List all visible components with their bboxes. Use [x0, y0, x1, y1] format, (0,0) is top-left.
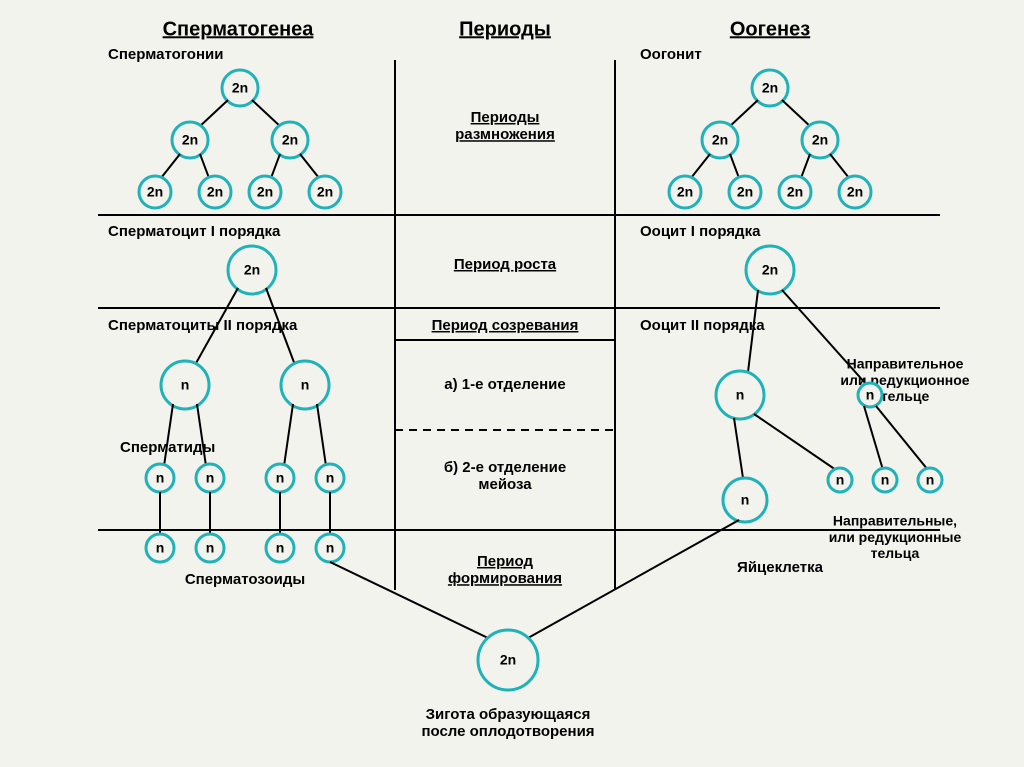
- svg-text:Сперматогонии: Сперматогонии: [108, 46, 223, 63]
- svg-text:б) 2-е отделение: б) 2-е отделение: [444, 459, 566, 476]
- svg-text:2n: 2n: [812, 132, 828, 148]
- svg-text:или редукционное: или редукционное: [840, 372, 969, 388]
- svg-text:Направительные,: Направительные,: [833, 513, 957, 529]
- svg-text:или редукционные: или редукционные: [829, 529, 962, 545]
- svg-text:n: n: [276, 540, 285, 556]
- svg-text:2n: 2n: [762, 80, 778, 96]
- svg-text:2n: 2n: [847, 184, 863, 200]
- svg-text:n: n: [276, 470, 285, 486]
- svg-text:2n: 2n: [762, 262, 778, 278]
- svg-text:Оогенез: Оогенез: [730, 18, 810, 40]
- svg-text:2n: 2n: [147, 184, 163, 200]
- svg-text:Оогонит: Оогонит: [640, 46, 702, 63]
- svg-text:n: n: [326, 470, 335, 486]
- svg-text:после оплодотворения: после оплодотворения: [421, 723, 594, 740]
- svg-text:n: n: [301, 377, 310, 393]
- svg-text:n: n: [206, 470, 215, 486]
- svg-text:2n: 2n: [207, 184, 223, 200]
- svg-text:тельца: тельца: [871, 545, 920, 561]
- svg-text:Период созревания: Период созревания: [432, 317, 579, 334]
- svg-text:n: n: [326, 540, 335, 556]
- svg-text:Период роста: Период роста: [454, 256, 557, 273]
- svg-text:2n: 2n: [244, 262, 260, 278]
- svg-text:2n: 2n: [282, 132, 298, 148]
- svg-text:2n: 2n: [182, 132, 198, 148]
- svg-text:размножения: размножения: [455, 126, 555, 143]
- svg-text:Периоды: Периоды: [459, 18, 551, 40]
- svg-text:n: n: [156, 470, 165, 486]
- svg-text:2n: 2n: [677, 184, 693, 200]
- svg-text:2n: 2n: [317, 184, 333, 200]
- svg-text:Сперматоцит I порядка: Сперматоцит I порядка: [108, 223, 281, 240]
- svg-text:Сперматоциты II порядка: Сперматоциты II порядка: [108, 317, 298, 334]
- svg-text:Периоды: Периоды: [471, 109, 540, 126]
- svg-text:формирования: формирования: [448, 570, 562, 587]
- svg-text:Ооцит II порядка: Ооцит II порядка: [640, 317, 765, 334]
- svg-text:2n: 2n: [232, 80, 248, 96]
- svg-text:Сперматозоиды: Сперматозоиды: [185, 571, 305, 588]
- svg-text:Зигота образующаяся: Зигота образующаяся: [426, 706, 591, 723]
- svg-text:2n: 2n: [712, 132, 728, 148]
- svg-text:2n: 2n: [737, 184, 753, 200]
- svg-text:n: n: [181, 377, 190, 393]
- svg-text:Яйцеклетка: Яйцеклетка: [737, 559, 824, 576]
- svg-text:n: n: [881, 472, 890, 488]
- svg-text:2n: 2n: [257, 184, 273, 200]
- svg-text:мейоза: мейоза: [478, 476, 532, 493]
- svg-text:а) 1-е отделение: а) 1-е отделение: [444, 376, 565, 393]
- svg-text:Период: Период: [477, 553, 533, 570]
- svg-text:2n: 2n: [787, 184, 803, 200]
- svg-text:Ооцит I порядка: Ооцит I порядка: [640, 223, 761, 240]
- svg-text:тельце: тельце: [881, 388, 930, 404]
- svg-text:Сперматогенеа: Сперматогенеа: [163, 18, 315, 40]
- gametogenesis-diagram: Сперматогенеа Периоды Оогенез Сперматогонии…: [0, 0, 1024, 767]
- svg-text:Направительное: Направительное: [847, 356, 964, 372]
- svg-text:n: n: [741, 492, 750, 508]
- svg-text:n: n: [926, 472, 935, 488]
- svg-text:n: n: [156, 540, 165, 556]
- svg-text:n: n: [206, 540, 215, 556]
- svg-text:n: n: [736, 387, 745, 403]
- svg-text:n: n: [836, 472, 845, 488]
- svg-text:2n: 2n: [500, 652, 516, 668]
- svg-text:n: n: [866, 387, 875, 403]
